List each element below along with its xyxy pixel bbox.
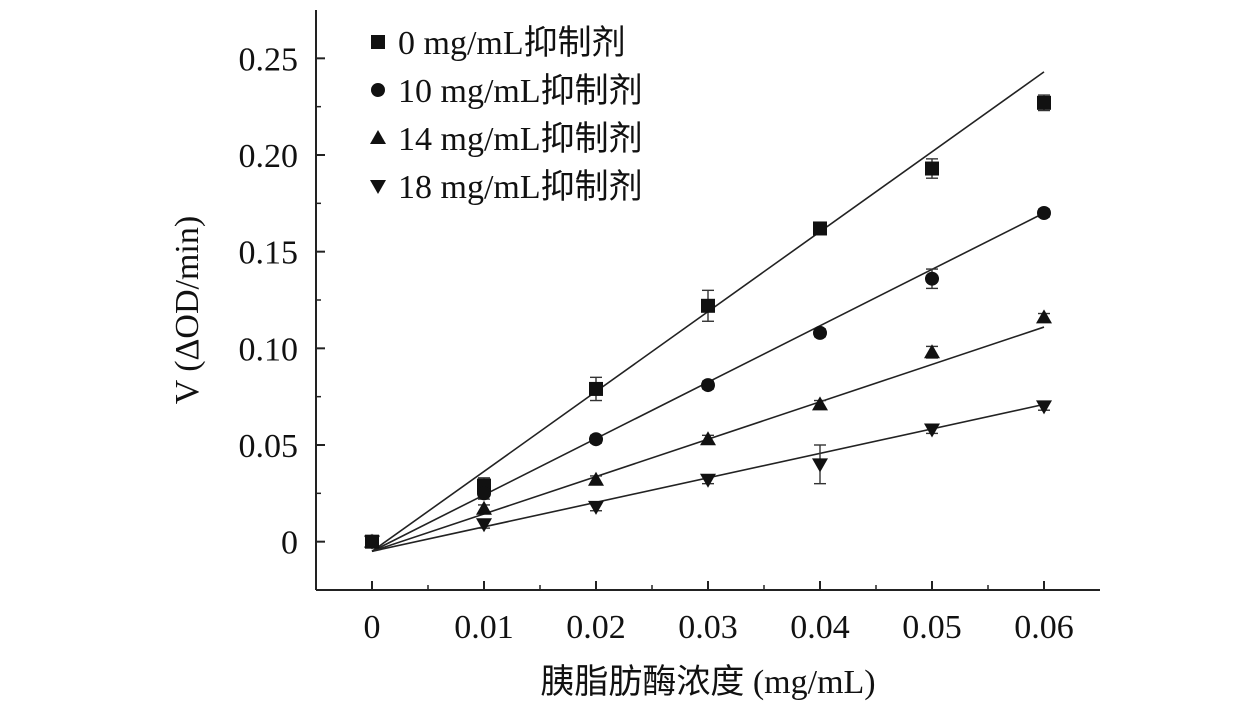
y-tick-label: 0 bbox=[281, 525, 298, 562]
legend: 0 mg/mL抑制剂 10 mg/mL抑制剂 14 mg/mL抑制剂 18 mg/mL… bbox=[370, 24, 643, 206]
y-tick-label: 0.05 bbox=[239, 428, 299, 465]
data-point-series-3 bbox=[700, 473, 716, 488]
data-point-series-1 bbox=[813, 325, 827, 340]
x-tick-label: 0.06 bbox=[1014, 609, 1074, 646]
data-point-series-1 bbox=[589, 432, 603, 447]
legend-label-2: 14 mg/mL抑制剂 bbox=[398, 120, 643, 158]
data-point-series-0 bbox=[701, 298, 715, 313]
legend-marker-0 bbox=[371, 35, 385, 49]
data-point-series-2 bbox=[924, 344, 940, 359]
x-tick-label: 0.02 bbox=[566, 609, 626, 646]
data-point-series-3 bbox=[588, 500, 604, 515]
data-point-series-2 bbox=[476, 500, 492, 515]
data-point-series-2 bbox=[588, 471, 604, 486]
legend-label-3: 18 mg/mL抑制剂 bbox=[398, 168, 643, 206]
x-axis-ticks: 0 0.01 0.02 0.03 0.04 0.05 0.06 bbox=[364, 581, 1074, 646]
legend-label-1: 10 mg/mL抑制剂 bbox=[398, 72, 643, 110]
y-axis-ticks: 0 0.05 0.10 0.15 0.20 0.25 bbox=[239, 41, 325, 562]
data-point-series-2 bbox=[812, 396, 828, 411]
legend-marker-2 bbox=[370, 130, 386, 144]
y-tick-label: 0.25 bbox=[239, 41, 299, 78]
legend-marker-1 bbox=[371, 83, 385, 97]
data-point-series-3 bbox=[924, 423, 940, 438]
data-point-series-0 bbox=[813, 221, 827, 236]
x-tick-label: 0 bbox=[364, 609, 381, 646]
x-tick-label: 0.01 bbox=[454, 609, 514, 646]
data-point-series-1 bbox=[477, 486, 491, 501]
data-point-series-0 bbox=[589, 381, 603, 396]
data-point-series-3 bbox=[476, 518, 492, 533]
data-point-series-0 bbox=[925, 161, 939, 176]
x-tick-label: 0.03 bbox=[678, 609, 738, 646]
data-point-series-2 bbox=[700, 431, 716, 446]
data-point-series-1 bbox=[925, 271, 939, 286]
x-tick-label: 0.05 bbox=[902, 609, 962, 646]
data-point-series-0 bbox=[1037, 95, 1051, 110]
y-axis-label: V (ΔOD/min) bbox=[169, 216, 206, 404]
data-markers bbox=[364, 95, 1052, 550]
data-point-series-3 bbox=[1036, 400, 1052, 415]
legend-label-0: 0 mg/mL抑制剂 bbox=[398, 24, 626, 62]
y-tick-label: 0.10 bbox=[239, 331, 299, 368]
x-axis-label: 胰脂肪酶浓度 (mg/mL) bbox=[540, 663, 875, 701]
data-point-series-3 bbox=[812, 458, 828, 473]
y-tick-label: 0.20 bbox=[239, 138, 299, 175]
data-point-series-1 bbox=[1037, 206, 1051, 220]
data-point-series-3 bbox=[364, 535, 380, 550]
y-tick-label: 0.15 bbox=[239, 235, 299, 272]
legend-marker-3 bbox=[370, 180, 386, 194]
x-tick-label: 0.04 bbox=[790, 609, 850, 646]
data-point-series-1 bbox=[701, 378, 715, 393]
data-point-series-2 bbox=[1036, 309, 1052, 324]
